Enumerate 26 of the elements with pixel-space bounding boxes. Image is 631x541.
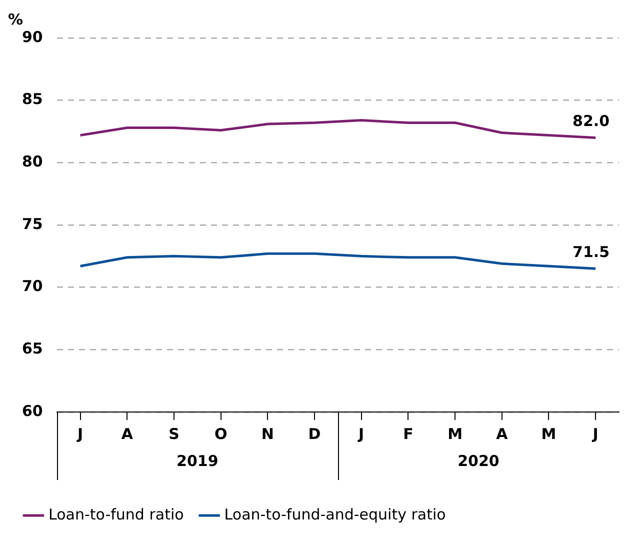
data-label: 71.5 [572,243,610,262]
x-tick-label: N [261,424,274,443]
y-tick-label: 65 [22,340,43,358]
x-tick-label: A [121,424,134,443]
x-tick-label: J [358,424,364,443]
legend-label: Loan-to-fund-and-equity ratio [224,505,446,524]
x-tick-label: F [403,424,414,443]
x-tick-label: A [496,424,508,443]
y-axis-title: % [8,10,24,28]
x-tick-label: J [76,424,84,443]
y-tick-label: 75 [22,214,43,233]
data-label: 82.0 [572,112,610,130]
x-tick-label: J [592,424,598,443]
x-tick-label: S [168,424,180,443]
y-tick-label: 80 [22,152,43,171]
y-tick-label: 90 [22,28,43,46]
text: 2020 [458,452,500,470]
x-tick-label: M [541,424,556,443]
x-tick-label: O [214,424,228,443]
y-tick-label: 70 [22,277,43,296]
text: 2019 [176,452,218,470]
y-tick-label: 85 [22,90,43,108]
y-tick-label: 60 [22,402,43,420]
x-tick-label: D [308,424,321,443]
legend-label: Loan-to-fund ratio [48,505,184,524]
x-tick-label: M [448,424,463,443]
